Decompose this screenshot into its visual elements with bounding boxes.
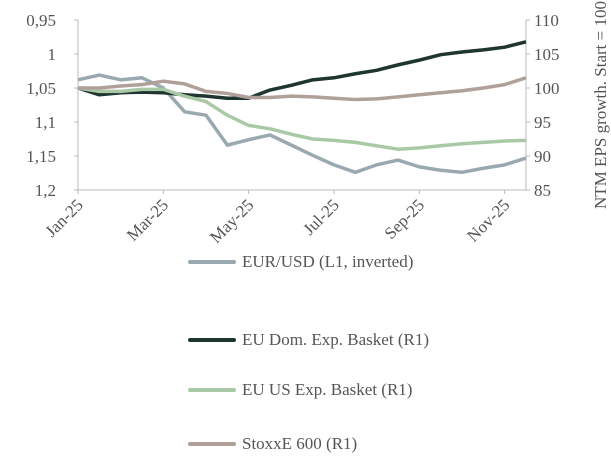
x-tick-label: Mar-25 [123, 195, 172, 244]
legend-item: EU Dom. Exp. Basket (R1) [188, 328, 472, 352]
x-tick-label: Jan-25 [41, 195, 86, 240]
legend-item: EU US Exp. Basket (R1) [188, 378, 472, 402]
y2-tick-label: 95 [534, 113, 551, 132]
legend-item: StoxxE 600 (R1) [188, 432, 472, 456]
legend-item: EUR/USD (L1, inverted) [188, 250, 472, 274]
x-tick-label: Sep-25 [381, 195, 428, 242]
y2-tick-label: 90 [534, 147, 551, 166]
y2-tick-label: 100 [534, 79, 560, 98]
legend-label: EUR/USD (L1, inverted) [242, 252, 414, 271]
y2-tick-label: 110 [534, 11, 559, 30]
x-tick-label: Nov-25 [463, 195, 513, 245]
y-tick-label: 1,15 [26, 147, 56, 166]
legend-label: StoxxE 600 (R1) [242, 434, 358, 453]
y-tick-label: 0,95 [26, 11, 56, 30]
series-line [78, 76, 527, 102]
series-line [77, 86, 527, 151]
y-tick-label: 1,1 [35, 113, 56, 132]
legend-swatch [188, 338, 236, 342]
legend-label: EU US Exp. Basket (R1) [242, 380, 413, 399]
y-tick-label: 1 [48, 45, 57, 64]
legend-swatch [188, 388, 236, 392]
legend-label: EU Dom. Exp. Basket (R1) [242, 330, 429, 349]
y2-tick-label: 85 [534, 181, 551, 200]
series-line [77, 40, 527, 100]
y2-axis-label: NTM EPS growth. Start = 100 [591, 1, 610, 209]
legend-swatch [188, 260, 236, 264]
legend-swatch [188, 442, 236, 446]
y-tick-label: 1,2 [35, 181, 56, 200]
x-tick-label: Jul-25 [299, 195, 342, 238]
y-tick-label: 1,05 [26, 79, 56, 98]
y2-tick-label: 105 [534, 45, 560, 64]
x-tick-label: May-25 [206, 195, 257, 246]
